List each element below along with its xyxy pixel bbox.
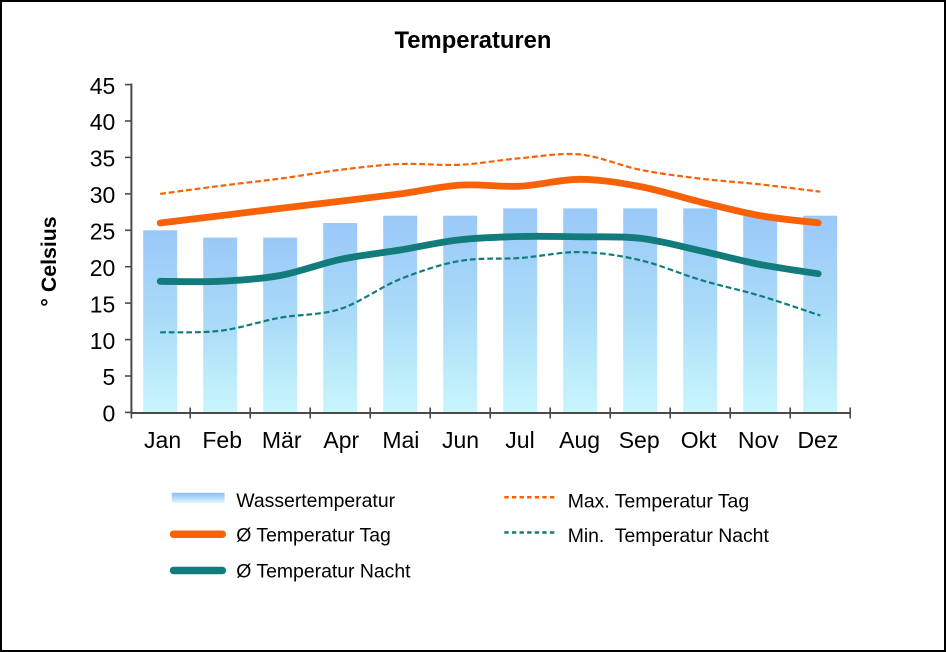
svg-text:Sep: Sep [619, 427, 660, 453]
svg-text:25: 25 [90, 219, 116, 245]
svg-text:Okt: Okt [681, 427, 717, 453]
svg-text:Jun: Jun [442, 427, 479, 453]
svg-text:Aug: Aug [559, 427, 600, 453]
svg-text:Wassertemperatur: Wassertemperatur [236, 490, 395, 512]
svg-text:° Celsius: ° Celsius [37, 216, 61, 306]
svg-text:Mär: Mär [262, 427, 302, 453]
svg-text:30: 30 [90, 182, 116, 208]
svg-text:Ø Temperatur Nacht: Ø Temperatur Nacht [236, 560, 411, 582]
svg-text:Nov: Nov [738, 427, 779, 453]
svg-text:45: 45 [90, 73, 116, 99]
svg-text:Dez: Dez [797, 427, 838, 453]
svg-text:20: 20 [90, 255, 116, 281]
svg-text:15: 15 [90, 291, 116, 317]
svg-text:10: 10 [90, 328, 116, 354]
svg-text:5: 5 [103, 364, 116, 390]
svg-text:Apr: Apr [323, 427, 359, 453]
svg-text:Jul: Jul [505, 427, 534, 453]
svg-text:Jan: Jan [144, 427, 181, 453]
svg-text:Temperaturen: Temperaturen [395, 27, 552, 54]
svg-text:Max. Temperatur Tag: Max. Temperatur Tag [568, 491, 749, 513]
svg-text:40: 40 [90, 109, 116, 135]
svg-text:Min. Temperatur Nacht: Min. Temperatur Nacht [568, 525, 770, 547]
svg-text:Feb: Feb [202, 427, 242, 453]
svg-text:0: 0 [103, 401, 116, 427]
svg-text:Ø Temperatur Tag: Ø Temperatur Tag [236, 524, 390, 546]
svg-text:Mai: Mai [382, 427, 419, 453]
svg-text:35: 35 [90, 146, 116, 172]
